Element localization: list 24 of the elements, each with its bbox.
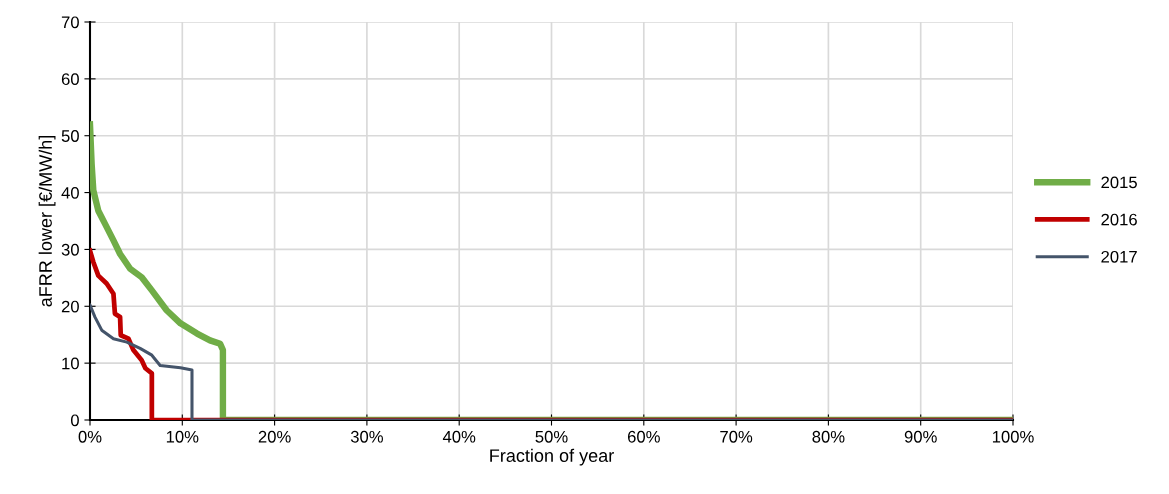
y-tick-label: 30 xyxy=(61,243,79,256)
y-tick-label: 70 xyxy=(61,16,79,29)
x-tick-label: 20% xyxy=(258,430,291,443)
x-tick-label: 60% xyxy=(627,430,660,443)
x-tick-label: 90% xyxy=(904,430,937,443)
legend-label: 2016 xyxy=(1101,213,1137,226)
x-tick-label: 30% xyxy=(350,430,383,443)
y-tick-label: 10 xyxy=(62,357,79,370)
x-tick-label: 50% xyxy=(535,430,568,443)
y-tick-label: 20 xyxy=(61,300,79,313)
y-axis-title: aFRR lower [€/MW/h] xyxy=(38,136,56,307)
x-tick-label: 0% xyxy=(78,430,102,443)
x-tick-label: 10% xyxy=(166,430,199,443)
x-tick-label: 70% xyxy=(720,430,753,443)
y-tick-label: 60 xyxy=(61,73,79,86)
y-tick-label: 0 xyxy=(70,414,79,427)
x-tick-label: 40% xyxy=(442,430,476,443)
x-tick-label: 80% xyxy=(812,430,845,443)
legend-label: 2015 xyxy=(1101,176,1137,189)
x-axis-title: Fraction of year xyxy=(490,448,614,466)
y-tick-label: 40 xyxy=(61,186,79,199)
y-tick-label: 50 xyxy=(61,130,79,142)
x-tick-label: 100% xyxy=(992,430,1034,443)
legend-label: 2017 xyxy=(1101,250,1137,263)
